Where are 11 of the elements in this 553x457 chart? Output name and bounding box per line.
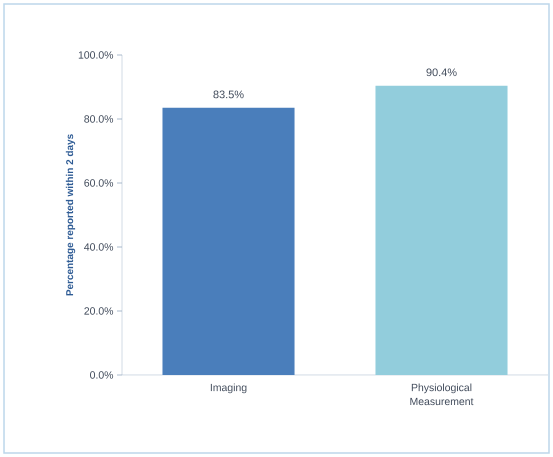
data-label: 90.4%: [426, 68, 457, 76]
y-tick-label: 80.0%: [84, 115, 114, 123]
y-tick-label: 100.0%: [78, 51, 114, 59]
y-tick-label: 60.0%: [84, 179, 114, 187]
y-tick-label: 40.0%: [84, 243, 114, 251]
y-axis-title: Percentage reported within 2 days: [66, 134, 76, 296]
data-label: 83.5%: [213, 90, 244, 98]
x-tick-label: Physiological Measurement: [410, 384, 474, 406]
x-tick-label: Imaging: [210, 384, 246, 394]
y-tick-label: 20.0%: [84, 307, 114, 315]
y-tick-label: 0.0%: [90, 371, 114, 379]
